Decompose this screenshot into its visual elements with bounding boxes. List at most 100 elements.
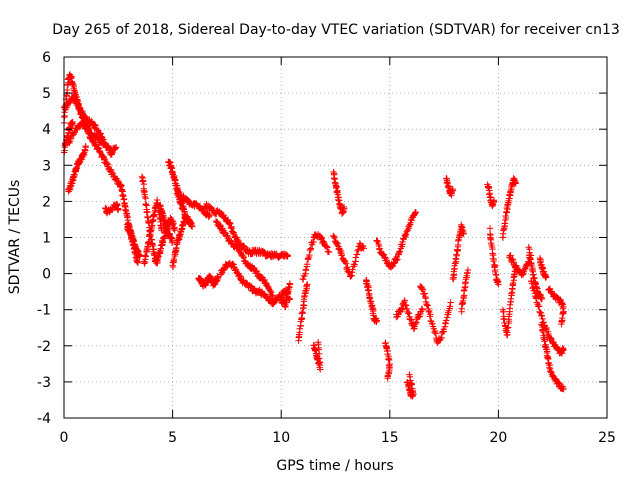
data-point — [408, 379, 415, 387]
data-point — [419, 306, 426, 313]
data-point — [138, 173, 146, 181]
data-point — [230, 230, 237, 238]
data-point — [74, 100, 81, 107]
data-point — [560, 385, 567, 393]
data-point — [330, 233, 338, 240]
data-point — [442, 320, 449, 327]
y-tick-label: 4 — [42, 122, 51, 138]
data-point — [490, 198, 498, 205]
data-point — [334, 240, 342, 247]
data-point — [182, 212, 189, 220]
data-point — [354, 247, 361, 254]
chart-title: Day 265 of 2018, Sidereal Day-to-day VTE… — [52, 22, 620, 38]
data-point — [402, 301, 409, 309]
data-point — [268, 289, 275, 296]
data-point — [427, 317, 435, 325]
data-point — [402, 231, 410, 239]
y-tick-labels: -4 -3 -2 -1 0 1 2 3 4 5 6 — [37, 50, 51, 427]
data-point — [459, 297, 467, 305]
data-point — [449, 187, 456, 194]
data-point — [188, 223, 196, 230]
data-point — [108, 169, 116, 176]
data-point — [146, 233, 154, 240]
data-point — [271, 297, 279, 305]
data-point — [331, 175, 338, 182]
data-point — [528, 280, 536, 287]
data-point — [115, 205, 122, 212]
data-point — [338, 250, 345, 258]
data-point — [393, 257, 400, 264]
data-point — [323, 243, 330, 250]
data-point — [406, 371, 413, 378]
data-point — [134, 258, 141, 265]
data-point — [558, 320, 565, 328]
data-point — [427, 311, 434, 318]
data-point — [542, 274, 550, 281]
y-tick-label: 6 — [42, 50, 51, 66]
data-point — [504, 329, 511, 336]
data-point — [171, 227, 178, 234]
x-tick-label: 25 — [598, 430, 616, 446]
data-point — [500, 226, 508, 233]
data-point — [412, 209, 420, 216]
data-point — [353, 251, 361, 258]
data-point — [206, 212, 213, 220]
data-point — [491, 264, 498, 271]
data-point — [94, 144, 101, 151]
data-point — [237, 276, 244, 283]
data-point — [335, 197, 343, 204]
data-point — [360, 245, 367, 252]
data-point — [240, 276, 247, 284]
data-point — [212, 217, 220, 225]
data-point — [532, 294, 540, 301]
data-point — [227, 220, 234, 227]
data-point — [453, 252, 460, 259]
data-point — [142, 201, 150, 208]
data-point — [495, 281, 502, 288]
y-tick-label: 1 — [42, 231, 51, 247]
data-point — [521, 266, 528, 273]
data-point — [425, 307, 432, 315]
data-point — [530, 283, 537, 291]
y-tick-label: 2 — [42, 194, 51, 210]
data-point — [286, 281, 294, 288]
data-point — [324, 244, 331, 251]
data-point — [380, 251, 388, 258]
data-point — [269, 292, 276, 299]
data-point — [247, 283, 254, 291]
data-point — [146, 238, 153, 245]
data-point — [307, 245, 315, 252]
data-point — [91, 121, 99, 129]
grid — [64, 57, 607, 418]
data-point — [80, 121, 87, 128]
data-point — [169, 237, 176, 245]
data-point — [112, 144, 119, 152]
data-point — [81, 147, 89, 154]
data-point — [302, 266, 310, 273]
data-point — [300, 276, 307, 283]
data-point — [396, 248, 404, 255]
data-point — [373, 237, 381, 244]
data-point — [538, 312, 545, 320]
x-tick-label: 20 — [489, 430, 507, 446]
data-point — [169, 169, 177, 177]
data-point — [317, 366, 324, 373]
data-point — [376, 245, 383, 252]
data-point — [384, 375, 391, 382]
y-tick-label: 0 — [42, 267, 51, 283]
data-point — [443, 179, 450, 187]
data-point — [397, 305, 405, 313]
data-points — [60, 71, 567, 400]
data-point — [523, 261, 531, 269]
data-point — [351, 261, 358, 268]
data-point — [364, 286, 372, 294]
data-point — [142, 253, 149, 260]
data-point — [348, 272, 355, 279]
data-point — [443, 317, 450, 324]
data-point — [303, 261, 311, 268]
data-point — [170, 255, 178, 263]
data-point — [336, 246, 344, 253]
data-point — [511, 175, 518, 183]
data-point — [312, 346, 319, 354]
data-point — [340, 205, 348, 212]
